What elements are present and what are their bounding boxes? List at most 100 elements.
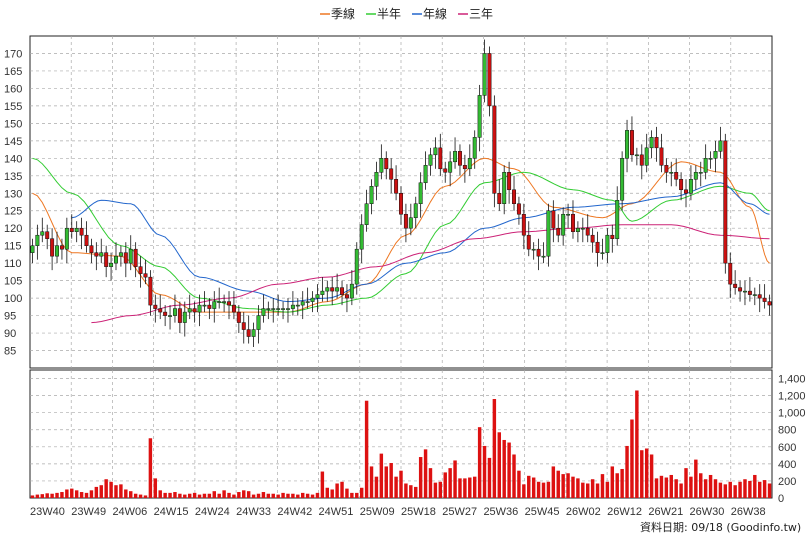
candle-body: [40, 231, 45, 236]
candle-body: [202, 304, 207, 307]
candle-body: [45, 231, 50, 239]
candle-body: [718, 140, 723, 152]
volume-bar: [472, 476, 477, 498]
x-tick-label: 24W51: [319, 506, 354, 518]
volume-bar: [482, 445, 487, 498]
volume-bar: [109, 481, 113, 498]
candle-body: [457, 151, 462, 166]
volume-bar: [45, 493, 49, 498]
candle-body: [713, 151, 718, 159]
volume-tick-label: 200: [778, 476, 796, 488]
candle-body: [492, 105, 497, 194]
volume-bar: [423, 449, 428, 498]
candle-body: [109, 262, 114, 267]
candle-body: [99, 252, 104, 257]
volume-bar: [428, 468, 433, 498]
x-tick-label: 23W40: [30, 506, 65, 518]
volume-bar: [620, 468, 624, 498]
candle-body: [453, 151, 458, 163]
candle-body: [516, 203, 521, 215]
volume-bar: [522, 484, 526, 498]
volume-bar: [246, 491, 251, 498]
candle-body: [35, 234, 40, 246]
candle-body: [747, 290, 752, 295]
volume-bar: [615, 473, 619, 498]
volume-bar: [315, 492, 320, 498]
candle-body: [384, 158, 389, 170]
candle-body: [281, 308, 286, 310]
volume-bar: [89, 490, 94, 498]
candle-body: [251, 329, 256, 337]
candle-body: [344, 294, 349, 299]
volume-bar: [433, 482, 438, 498]
volume-bar: [576, 478, 580, 498]
volume-bar: [163, 492, 167, 498]
volume-bar: [266, 493, 271, 498]
candle-body: [354, 248, 359, 285]
volume-bar: [183, 494, 187, 498]
candle-body: [487, 53, 492, 107]
candle-body: [684, 189, 688, 194]
volume-bar: [512, 454, 516, 498]
volume-bar: [148, 438, 153, 498]
candle-body: [118, 252, 123, 257]
volume-bar: [40, 494, 45, 498]
volume-bar: [364, 400, 369, 498]
candle-body: [231, 304, 236, 313]
ma-half-line: [32, 157, 770, 313]
x-tick-label: 25W45: [525, 506, 560, 518]
volume-bar: [94, 486, 99, 498]
candle-body: [359, 224, 364, 250]
candle-body: [104, 252, 109, 267]
volume-bar: [74, 490, 79, 498]
volume-bar: [129, 491, 133, 498]
volume-tick-label: 0: [778, 493, 784, 505]
candle-body: [418, 182, 423, 204]
candle-body: [394, 179, 399, 194]
volume-bar: [728, 481, 732, 498]
volume-bar: [689, 476, 693, 498]
price-tick-label: 90: [4, 328, 16, 340]
legend-label: 三年: [469, 7, 493, 21]
volume-bar: [463, 478, 467, 498]
candle-body: [128, 248, 133, 264]
price-tick-label: 125: [4, 206, 22, 218]
volume-bar: [291, 493, 295, 498]
volume-bar: [664, 477, 669, 498]
candle-body: [143, 273, 148, 278]
volume-bar: [458, 478, 462, 498]
volume-bar: [197, 494, 202, 498]
volume-bar: [468, 477, 472, 498]
volume-bar: [453, 460, 457, 498]
candle-body: [74, 227, 79, 232]
volume-bar: [699, 473, 703, 498]
volume-bar: [84, 492, 89, 498]
price-tick-label: 140: [4, 153, 22, 165]
candle-body: [335, 287, 340, 292]
volume-bar: [497, 432, 501, 498]
candle-body: [585, 227, 590, 236]
volume-bar: [669, 474, 673, 498]
candle-body: [153, 304, 158, 309]
x-tick-label: 24W42: [277, 506, 312, 518]
volume-bar: [320, 471, 325, 498]
price-tick-label: 145: [4, 136, 22, 148]
volume-bar: [718, 482, 723, 498]
volume-bar: [379, 453, 384, 498]
candle-body: [512, 189, 516, 204]
volume-bar: [586, 483, 590, 498]
volume-bar: [276, 494, 280, 498]
volume-bar: [153, 478, 158, 498]
candle-body: [472, 137, 477, 159]
price-tick-label: 105: [4, 276, 22, 288]
volume-bar: [684, 468, 688, 498]
candle-body: [723, 140, 728, 264]
price-tick-label: 130: [4, 188, 22, 200]
candle-body: [217, 301, 222, 303]
volume-bar: [301, 492, 305, 498]
volume-bar: [242, 490, 246, 498]
candle-body: [187, 308, 192, 313]
candle-body: [629, 130, 634, 156]
volume-bar: [571, 476, 575, 498]
candle-body: [399, 193, 403, 215]
